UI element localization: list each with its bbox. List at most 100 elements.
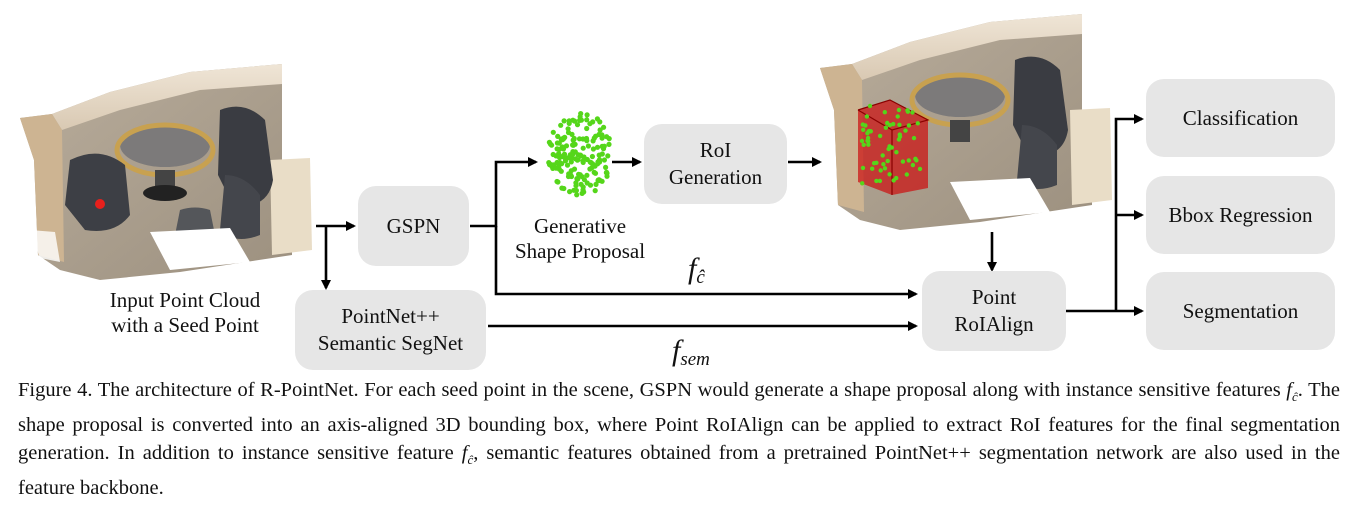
bbox-proposal-point xyxy=(905,109,911,114)
proposal-point xyxy=(587,121,593,127)
bbox-proposal-point xyxy=(863,123,868,128)
proposal-point xyxy=(574,192,580,198)
caption-f-symbol-2: f xyxy=(461,442,468,465)
proposal-point xyxy=(605,153,611,159)
proposal-point xyxy=(601,157,607,163)
proposal-point xyxy=(601,143,607,149)
bbox-proposal-point xyxy=(917,166,923,172)
input-point-cloud-label: Input Point Cloud with a Seed Point xyxy=(60,288,310,338)
bbox-proposal-point xyxy=(910,110,915,115)
proposal-point xyxy=(573,183,579,189)
architecture-diagram: Input Point Cloud with a Seed Point GSPN… xyxy=(20,14,1335,371)
bbox-proposal-point xyxy=(897,122,902,128)
proposal-point xyxy=(606,141,612,147)
proposal-point xyxy=(584,172,590,178)
proposal-point xyxy=(604,169,610,175)
bbox-proposal-point xyxy=(880,153,885,158)
proposal-point xyxy=(549,163,555,169)
pointnet-label-line1: PointNet++ xyxy=(341,304,440,328)
proposal-point xyxy=(574,176,580,182)
proposal-point xyxy=(578,153,584,159)
bbox-proposal-point xyxy=(874,160,879,165)
bbox-proposal-point xyxy=(911,135,917,141)
proposal-point xyxy=(590,146,596,152)
proposal-point xyxy=(580,158,586,164)
gsp-label-line1: Generative xyxy=(533,214,627,238)
bbox-proposal-point xyxy=(897,134,903,139)
segmentation-node: Segmentation xyxy=(1146,272,1335,350)
proposal-point xyxy=(559,161,565,167)
proposal-point xyxy=(568,172,574,178)
bbox-proposal-point xyxy=(877,133,883,139)
proposal-point xyxy=(597,127,603,133)
proposal-point xyxy=(584,112,590,118)
proposal-point xyxy=(562,134,568,140)
roi-label-line1: RoI xyxy=(699,138,732,162)
input-label-line2: with a Seed Point xyxy=(111,313,259,337)
gspn-node: GSPN xyxy=(358,186,469,266)
bbox-proposal-point xyxy=(864,114,870,119)
caption-part1: Figure 4. The architecture of R-PointNet… xyxy=(18,379,1287,401)
semantic-feature-label: fsem xyxy=(672,334,710,371)
caption-f-subscript-1: ĉ xyxy=(1291,389,1298,405)
roi-label-line2: Generation xyxy=(668,165,763,189)
proposal-point xyxy=(550,129,556,135)
shape-proposal-point-cloud xyxy=(546,111,612,198)
proposal-point xyxy=(603,164,609,170)
caption-f-symbol-1: f xyxy=(1286,379,1292,401)
proposal-point xyxy=(558,168,564,174)
proposal-point xyxy=(561,118,567,124)
point-cloud-scene-image xyxy=(20,64,312,280)
gspn-label: GSPN xyxy=(386,213,441,238)
bbox-proposal-point xyxy=(865,138,870,143)
classification-node: Classification xyxy=(1146,79,1335,157)
proposal-point xyxy=(559,185,565,191)
proposal-point xyxy=(558,122,564,128)
instance-feature-label: fĉ xyxy=(688,252,705,289)
point-roialign-node: Point RoIAlign xyxy=(922,271,1066,351)
fsem-symbol: f xyxy=(672,334,681,367)
pointnet-segnet-node: PointNet++ Semantic SegNet xyxy=(295,290,486,370)
proposal-point xyxy=(592,188,598,194)
caption-part2: . The shape proposal is converted into a… xyxy=(18,379,1340,465)
proposal-point xyxy=(573,156,579,162)
proposal-point xyxy=(580,145,586,151)
proposal-point xyxy=(546,160,552,166)
proposal-point xyxy=(595,159,601,165)
classification-label: Classification xyxy=(1182,105,1299,130)
bbox-proposal-point xyxy=(861,127,866,132)
align-label-line1: Point xyxy=(971,285,1017,309)
input-label-line1: Input Point Cloud xyxy=(109,288,261,312)
caption-part3: , semantic features obtained from a pret… xyxy=(18,442,1340,500)
proposal-point xyxy=(563,143,570,149)
proposal-point xyxy=(601,124,607,130)
proposal-point xyxy=(577,172,583,178)
bbox-proposal-point xyxy=(883,125,889,130)
bbox-proposal-point xyxy=(885,158,890,164)
proposal-point xyxy=(587,182,594,188)
bbox-proposal-point xyxy=(914,158,919,163)
proposal-point xyxy=(555,133,561,139)
bbox-proposal-point xyxy=(891,121,896,127)
bbox-proposal-point xyxy=(886,146,891,152)
bbox-proposal-point xyxy=(860,181,865,186)
proposal-point xyxy=(573,187,579,194)
fsem-subscript: sem xyxy=(680,349,710,370)
proposal-point xyxy=(587,159,593,165)
flow-arrows xyxy=(316,114,1144,331)
arrow-icon xyxy=(470,157,538,228)
bbox-proposal-point xyxy=(903,128,908,133)
bbox-regression-node: Bbox Regression xyxy=(1146,176,1335,254)
proposal-point xyxy=(554,146,560,152)
align-label-line2: RoIAlign xyxy=(954,312,1034,336)
proposal-point xyxy=(578,111,584,117)
bbox-regression-label: Bbox Regression xyxy=(1168,202,1313,227)
proposal-point xyxy=(589,153,595,160)
bbox-proposal-point xyxy=(891,178,896,183)
proposal-point xyxy=(585,143,591,149)
bbox-proposal-point xyxy=(915,121,920,126)
proposal-point xyxy=(550,151,556,158)
proposal-point xyxy=(556,151,562,157)
arrow-icon xyxy=(1114,114,1144,311)
proposal-point xyxy=(574,122,581,128)
